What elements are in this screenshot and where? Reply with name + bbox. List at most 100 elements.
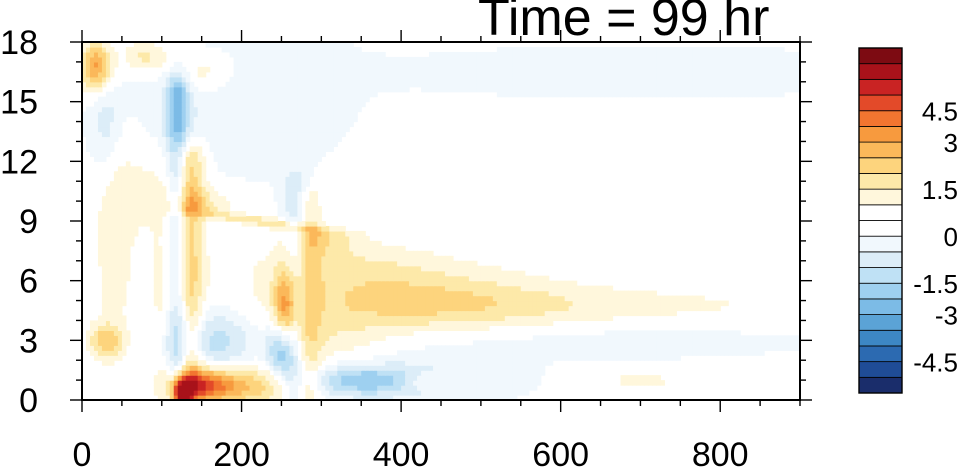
contour-cell: [89, 330, 95, 336]
contour-cell: [664, 300, 669, 307]
contour-cell: [285, 121, 291, 128]
contour-cell: [105, 345, 111, 351]
contour-cell: [337, 250, 342, 257]
contour-cell: [496, 280, 502, 287]
contour-cell: [265, 111, 271, 118]
contour-cell: [97, 350, 103, 356]
contour-cell: [385, 280, 390, 287]
contour-cell: [153, 91, 159, 98]
contour-cell: [353, 365, 358, 371]
contour-cell: [353, 91, 358, 98]
contour-cell: [425, 325, 430, 331]
contour-cell: [177, 121, 183, 128]
contour-cell: [109, 121, 115, 128]
contour-cell: [201, 370, 207, 376]
contour-cell: [189, 260, 195, 267]
contour-cell: [213, 365, 219, 371]
contour-cell: [217, 126, 223, 133]
contour-cell: [82, 81, 87, 88]
contour-cell: [121, 280, 127, 287]
contour-cell: [281, 171, 287, 177]
contour-cell: [668, 340, 673, 346]
contour-cell: [429, 315, 434, 322]
contour-cell: [197, 166, 203, 172]
contour-cell: [337, 375, 342, 381]
contour-cell: [193, 116, 199, 123]
contour-cell: [169, 345, 175, 351]
contour-cell: [337, 111, 342, 118]
contour-cell: [333, 265, 338, 272]
contour-cell: [696, 335, 701, 341]
contour-cell: [261, 221, 267, 227]
contour-cell: [484, 365, 490, 371]
contour-cell: [433, 325, 438, 331]
contour-cell: [109, 235, 115, 242]
contour-cell: [229, 320, 235, 327]
contour-cell: [512, 295, 518, 302]
contour-cell: [153, 385, 159, 391]
contour-cell: [209, 126, 215, 133]
contour-cell: [149, 176, 155, 182]
contour-cell: [437, 370, 442, 376]
contour-cell: [205, 255, 211, 262]
contour-cell: [305, 216, 310, 222]
contour-cell: [413, 385, 418, 391]
contour-cell: [217, 365, 223, 371]
contour-cell: [169, 221, 175, 227]
contour-cell: [393, 265, 398, 272]
contour-cell: [464, 325, 470, 331]
contour-cell: [768, 335, 773, 341]
contour-cell: [409, 325, 414, 331]
contour-cell: [476, 300, 482, 307]
contour-cell: [317, 131, 322, 138]
contour-cell: [389, 315, 394, 322]
contour-cell: [149, 186, 155, 192]
contour-cell: [201, 265, 207, 272]
contour-cell: [433, 390, 438, 396]
contour-cell: [261, 116, 267, 123]
contour-cell: [277, 116, 283, 123]
contour-cell: [520, 390, 526, 396]
contour-cell: [504, 315, 510, 322]
contour-cell: [373, 250, 378, 257]
contour-cell: [297, 206, 302, 212]
contour-cell: [185, 305, 191, 312]
contour-cell: [524, 81, 530, 88]
contour-cell: [237, 355, 243, 361]
contour-cell: [249, 176, 255, 182]
contour-cell: [181, 86, 187, 93]
contour-cell: [321, 151, 326, 157]
contour-cell: [97, 126, 103, 133]
contour-cell: [357, 375, 362, 381]
contour-cell: [253, 375, 259, 381]
contour-cell: [137, 206, 143, 212]
contour-cell: [229, 131, 235, 138]
contour-cell: [85, 136, 91, 143]
contour-cell: [349, 360, 354, 366]
contour-cell: [353, 305, 358, 312]
contour-cell: [177, 335, 183, 341]
contour-cell: [213, 196, 219, 202]
contour-cell: [405, 285, 410, 292]
contour-cell: [221, 86, 227, 93]
contour-cell: [572, 345, 578, 351]
contour-cell: [732, 330, 737, 336]
contour-cell: [460, 320, 466, 327]
contour-cell: [476, 275, 482, 282]
contour-cell: [105, 131, 111, 138]
contour-cell: [129, 186, 135, 192]
contour-cell: [576, 91, 582, 98]
contour-cell: [484, 310, 490, 317]
contour-cell: [369, 295, 374, 302]
contour-cell: [448, 310, 454, 317]
contour-cell: [664, 340, 669, 346]
contour-cell: [317, 350, 322, 356]
contour-cell: [772, 91, 777, 98]
contour-cell: [393, 375, 398, 381]
contour-cell: [189, 230, 195, 237]
contour-cell: [492, 315, 498, 322]
contour-cell: [133, 211, 139, 217]
contour-cell: [293, 370, 298, 376]
contour-cell: [121, 91, 127, 98]
contour-cell: [484, 360, 490, 366]
